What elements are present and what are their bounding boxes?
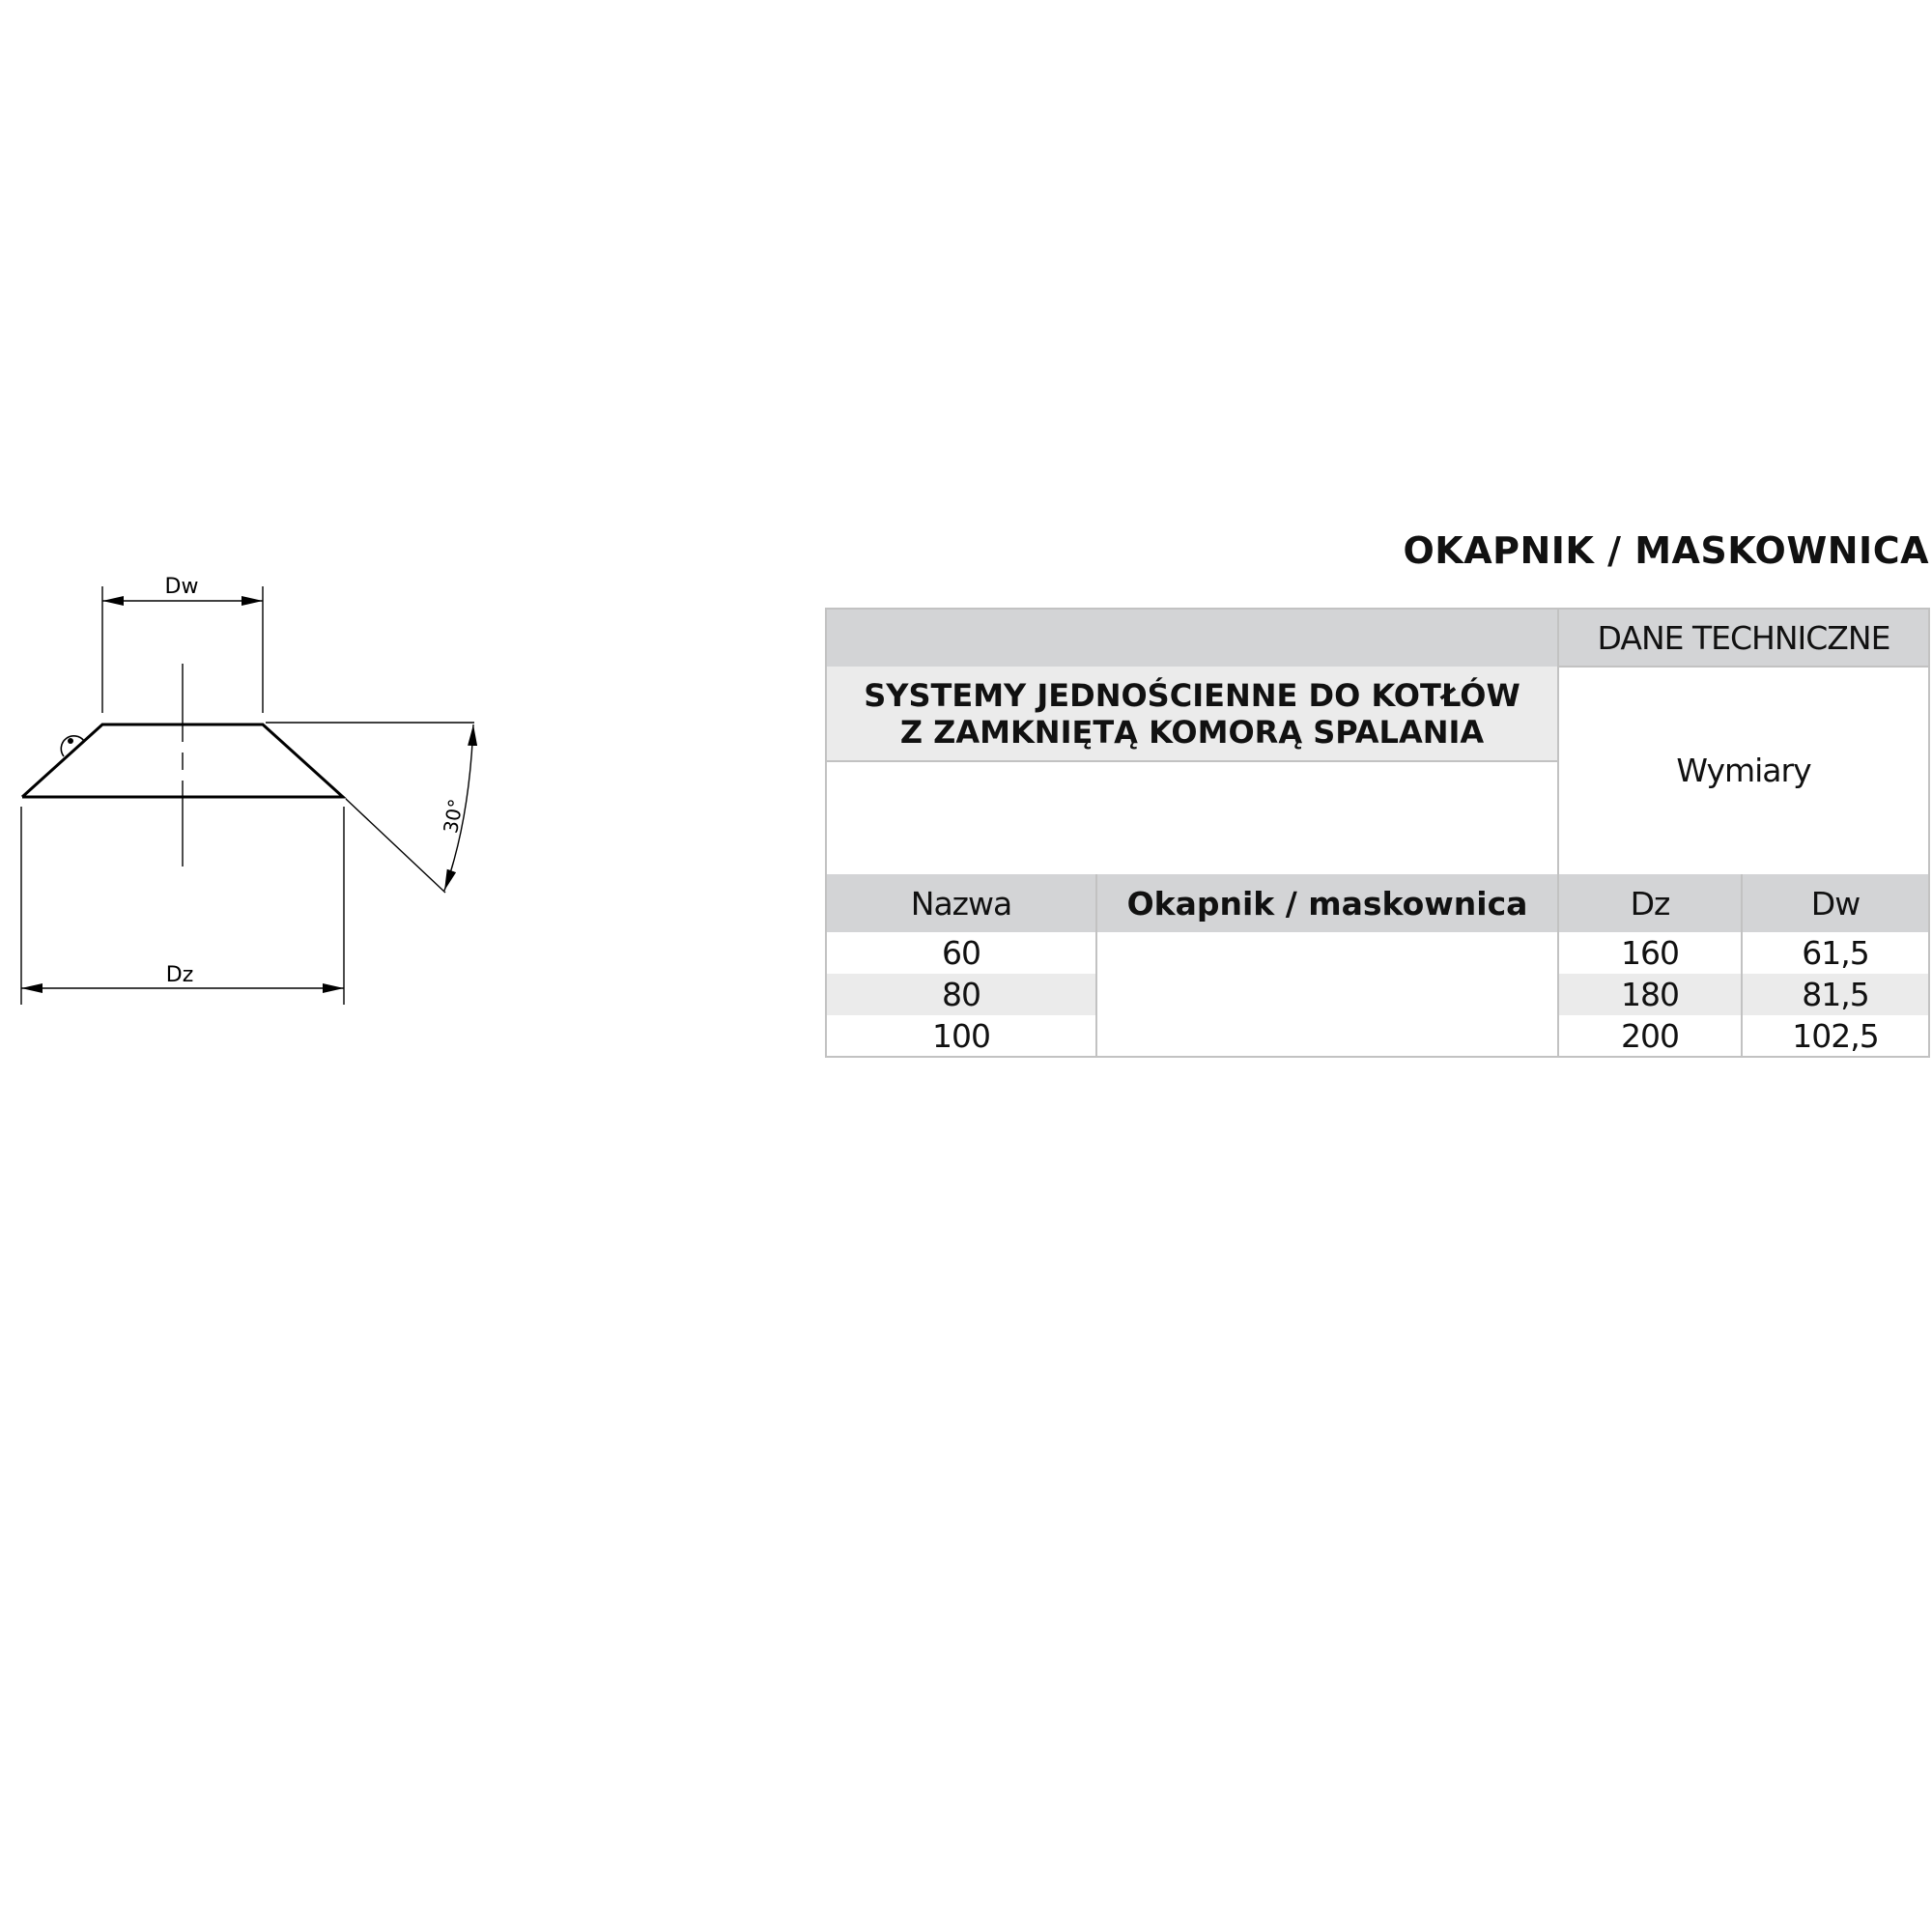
- table-row-dz: 200: [1621, 1017, 1680, 1055]
- table-border: [825, 608, 827, 1058]
- table-border: [826, 1056, 1930, 1058]
- page-title: OKAPNIK / MASKOWNICA: [1403, 529, 1929, 572]
- dw-label: Dw: [165, 575, 199, 599]
- dz-label: Dz: [166, 963, 194, 987]
- angle-dimension: [266, 722, 478, 894]
- system-title: SYSTEMY JEDNOŚCIENNE DO KOTŁÓW Z ZAMKNIĘ…: [826, 667, 1558, 760]
- table-border: [826, 608, 1930, 610]
- dz-dimension: [20, 807, 345, 1005]
- dw-dimension: [101, 586, 264, 713]
- table-row-dz: 180: [1558, 974, 1742, 1015]
- table-row-nazwa: 60: [942, 934, 981, 972]
- cap-profile: [20, 723, 347, 799]
- table-row-dz: 160: [1621, 934, 1680, 972]
- system-title-line1: SYSTEMY JEDNOŚCIENNE DO KOTŁÓW: [864, 676, 1520, 714]
- col-header-product: Okapnik / maskownica: [1096, 874, 1558, 932]
- table-border: [1557, 608, 1559, 1058]
- col-header-nazwa: Nazwa: [826, 874, 1096, 932]
- table-row-dw: 81,5: [1742, 974, 1929, 1015]
- table-border: [1741, 874, 1743, 1058]
- col-header-dz: Dz: [1558, 874, 1742, 932]
- system-title-line2: Z ZAMKNIĘTĄ KOMORĄ SPALANIA: [899, 713, 1485, 751]
- dimensions-label: Wymiary: [1676, 752, 1811, 789]
- table-row-dw: 102,5: [1792, 1017, 1879, 1055]
- table-border: [1928, 608, 1930, 1058]
- col-header-dw: Dw: [1742, 874, 1929, 932]
- table-row-dw: 61,5: [1802, 934, 1869, 972]
- tech-header: DANE TECHNICZNE: [1558, 609, 1929, 667]
- angle-label: 30°: [439, 797, 468, 835]
- table-row-nazwa: 100: [932, 1017, 991, 1055]
- table-border: [826, 760, 1558, 762]
- table-header-blank: [826, 609, 1558, 667]
- table-row-nazwa: 80: [826, 974, 1096, 1015]
- weld-symbol-icon: [60, 735, 85, 757]
- table-border: [1558, 666, 1929, 668]
- table-border: [1095, 874, 1097, 1058]
